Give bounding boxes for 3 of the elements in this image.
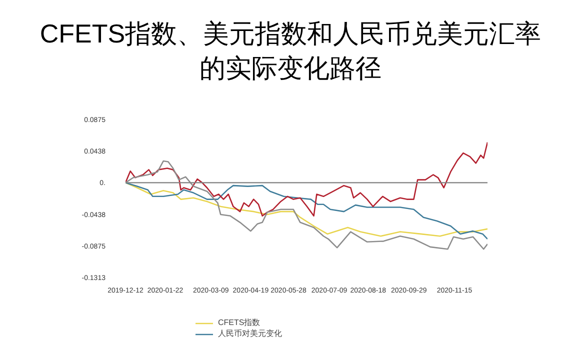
chart-title: CFETS指数、美元指数和人民币兑美元汇率的实际变化路径 bbox=[40, 18, 542, 83]
legend-label: CFETS指数 bbox=[218, 317, 260, 328]
legend-label: 人民币对美元变化 bbox=[218, 328, 282, 339]
